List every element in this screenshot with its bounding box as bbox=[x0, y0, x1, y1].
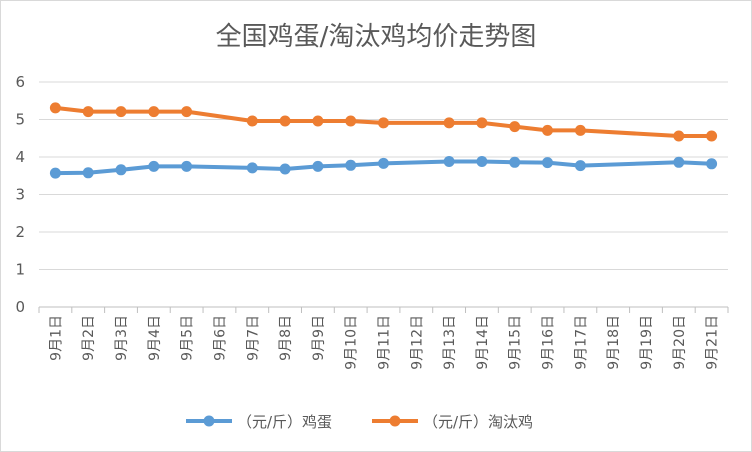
x-tick-label: 9月20日 bbox=[672, 315, 688, 370]
data-point bbox=[246, 115, 258, 127]
x-tick-label: 9月10日 bbox=[344, 315, 360, 370]
x-tick-label: 9月15日 bbox=[508, 315, 524, 370]
data-point bbox=[345, 115, 357, 127]
legend: （元/斤）鸡蛋 （元/斤）淘汰鸡 bbox=[186, 413, 533, 431]
data-point bbox=[82, 167, 94, 179]
data-point bbox=[673, 130, 685, 142]
data-point bbox=[345, 159, 357, 171]
x-tick-label: 9月14日 bbox=[475, 315, 491, 370]
data-point bbox=[279, 115, 291, 127]
x-tick-label: 9月3日 bbox=[114, 315, 130, 361]
y-tick-label: 5 bbox=[15, 111, 25, 129]
data-point bbox=[673, 156, 685, 168]
data-point bbox=[378, 117, 389, 129]
legend-item-eggs: （元/斤）鸡蛋 bbox=[186, 413, 332, 431]
x-tick-label: 9月4日 bbox=[147, 315, 163, 361]
x-tick-label: 9月2日 bbox=[81, 315, 97, 361]
data-point bbox=[279, 163, 291, 175]
x-tick-label: 9月9日 bbox=[311, 315, 327, 361]
series-0 bbox=[49, 156, 718, 179]
data-point bbox=[706, 158, 718, 170]
data-point bbox=[542, 124, 553, 136]
data-point bbox=[509, 156, 521, 168]
x-tick-label: 9月21日 bbox=[705, 315, 721, 370]
x-tick-label: 9月16日 bbox=[541, 315, 557, 370]
y-tick-label: 2 bbox=[15, 223, 25, 241]
data-point bbox=[476, 117, 488, 129]
x-tick-label: 9月6日 bbox=[212, 315, 228, 361]
y-axis-ticks: 0 1 2 3 4 5 6 bbox=[15, 73, 25, 316]
gridlines bbox=[39, 81, 728, 308]
series-lines bbox=[49, 102, 718, 179]
data-point bbox=[574, 160, 586, 172]
x-tick-label: 9月12日 bbox=[409, 315, 425, 370]
y-tick-label: 0 bbox=[15, 298, 25, 316]
data-point bbox=[509, 121, 521, 133]
legend-label-spent-hens: （元/斤）淘汰鸡 bbox=[423, 413, 533, 431]
x-tick-label: 9月8日 bbox=[278, 315, 294, 361]
y-tick-label: 6 bbox=[15, 73, 25, 91]
y-tick-label: 3 bbox=[15, 186, 25, 204]
data-point bbox=[115, 106, 127, 118]
data-point bbox=[246, 162, 258, 174]
data-point bbox=[443, 117, 455, 129]
data-point bbox=[476, 156, 488, 167]
data-point bbox=[148, 106, 160, 118]
x-tick-label: 9月18日 bbox=[606, 315, 622, 370]
legend-marker-eggs bbox=[203, 415, 215, 427]
x-axis-ticks: 9月1日 9月2日 9月3日 9月4日 9月5日 9月6日 9月7日 9月8日 9月9日 9月10… bbox=[38, 307, 729, 370]
x-tick-label: 9月7日 bbox=[245, 315, 261, 361]
legend-marker-spent-hens bbox=[389, 415, 401, 427]
data-point bbox=[706, 130, 718, 142]
data-point bbox=[181, 160, 193, 172]
data-point bbox=[443, 156, 455, 167]
x-tick-label: 9月11日 bbox=[377, 315, 393, 370]
data-point bbox=[312, 160, 324, 172]
data-point bbox=[312, 115, 324, 127]
x-tick-label: 9月5日 bbox=[180, 315, 196, 361]
data-point bbox=[82, 106, 94, 118]
data-point bbox=[115, 164, 127, 176]
x-tick-label: 9月19日 bbox=[639, 315, 655, 370]
data-point bbox=[49, 167, 61, 179]
chart-title: 全国鸡蛋/淘汰鸡均价走势图 bbox=[216, 22, 537, 52]
data-point bbox=[148, 160, 160, 172]
y-tick-label: 4 bbox=[15, 148, 25, 166]
legend-item-spent-hens: （元/斤）淘汰鸡 bbox=[372, 413, 533, 431]
x-tick-label: 9月13日 bbox=[442, 315, 458, 370]
data-point bbox=[181, 106, 193, 118]
data-point bbox=[542, 157, 553, 169]
x-tick-label: 9月1日 bbox=[48, 315, 64, 361]
x-tick-label: 9月17日 bbox=[573, 315, 589, 370]
series-1 bbox=[49, 102, 718, 142]
legend-label-eggs: （元/斤）鸡蛋 bbox=[237, 413, 332, 431]
data-point bbox=[378, 157, 389, 169]
y-tick-label: 1 bbox=[15, 261, 25, 279]
data-point bbox=[49, 102, 61, 114]
data-point bbox=[574, 124, 586, 136]
